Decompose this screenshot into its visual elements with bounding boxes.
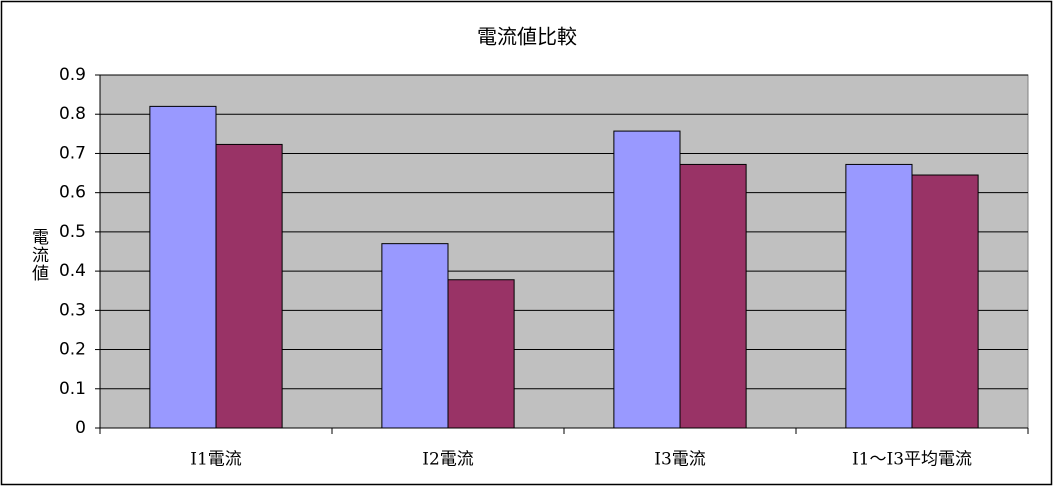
y-tick-label: 0.8 bbox=[59, 104, 86, 124]
bar bbox=[447, 279, 515, 429]
bar bbox=[845, 163, 913, 429]
bar bbox=[149, 105, 217, 429]
x-tick-label: I1電流 bbox=[190, 450, 242, 470]
y-tick-label: 0.1 bbox=[59, 379, 86, 399]
bar bbox=[613, 130, 681, 429]
x-tick-label: I1～I3平均電流 bbox=[852, 450, 972, 470]
y-tick-label: 0.6 bbox=[59, 183, 86, 203]
y-tick-label: 0.4 bbox=[59, 261, 86, 281]
bar bbox=[679, 163, 747, 429]
bar bbox=[911, 174, 979, 429]
x-tick-label: I2電流 bbox=[422, 450, 474, 470]
y-tick-label: 0.9 bbox=[59, 65, 86, 85]
y-tick-label: 0.5 bbox=[59, 222, 86, 242]
y-tick-label: 0 bbox=[75, 418, 86, 438]
y-axis-label: 電流値 bbox=[28, 228, 49, 282]
bar bbox=[381, 243, 449, 429]
chart-title: 電流値比較 bbox=[477, 25, 577, 49]
bar bbox=[215, 143, 283, 429]
y-tick-label: 0.3 bbox=[59, 300, 86, 320]
y-tick-label: 0.7 bbox=[59, 143, 86, 163]
y-tick-label: 0.2 bbox=[59, 340, 86, 360]
x-tick-label: I3電流 bbox=[654, 450, 706, 470]
